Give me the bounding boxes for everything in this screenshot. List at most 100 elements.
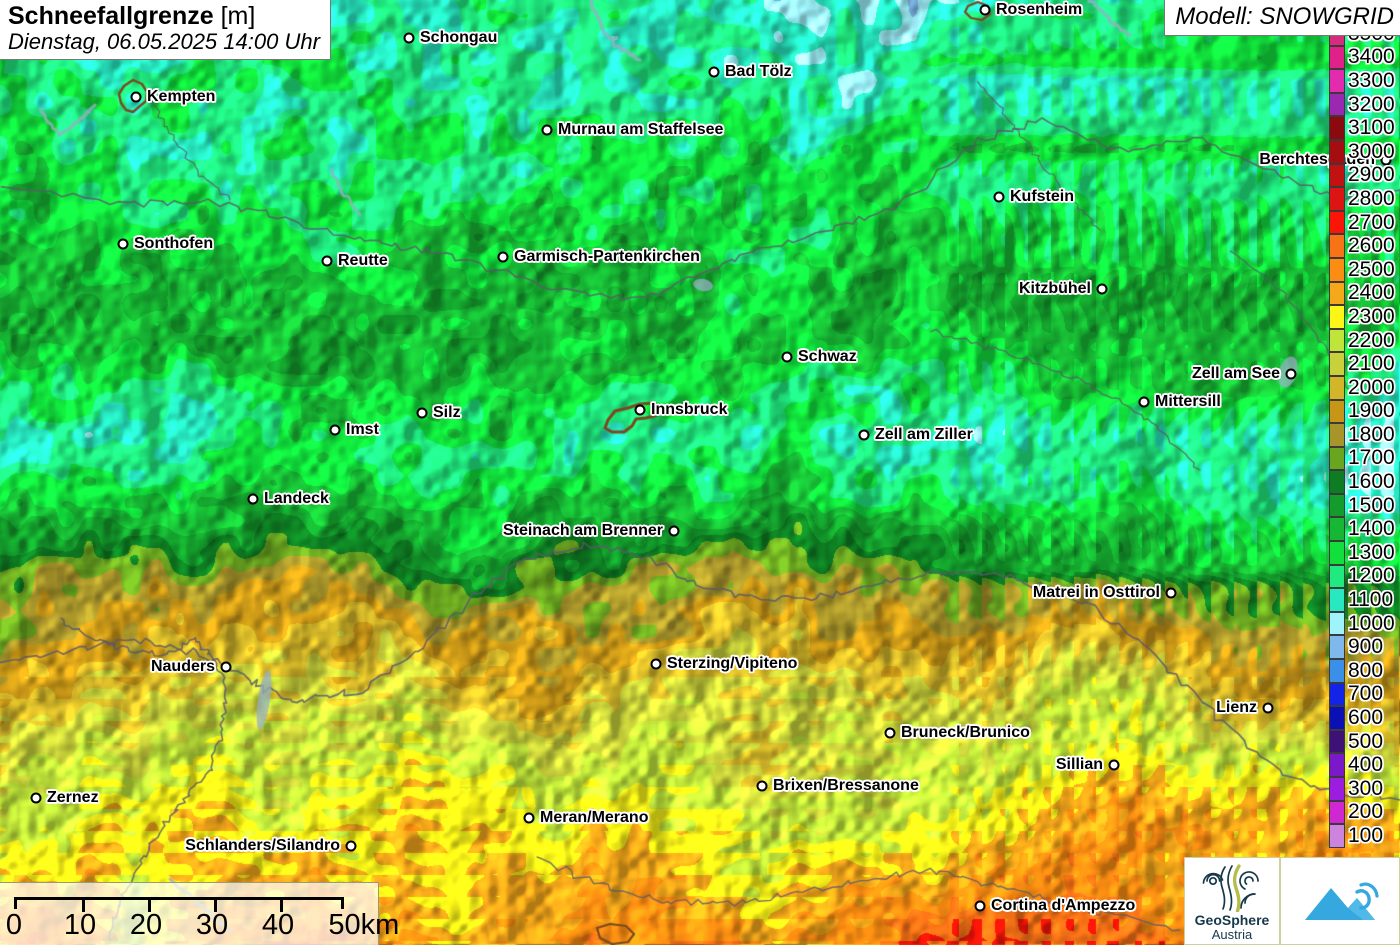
legend-entry[interactable]: 3100	[1329, 116, 1395, 140]
legend-entry[interactable]: 700	[1329, 682, 1383, 707]
map-title-box: Schneefallgrenze [m] Dienstag, 06.05.202…	[0, 0, 331, 60]
scale-tick	[279, 900, 283, 912]
legend-entry[interactable]: 500	[1329, 729, 1383, 754]
legend-value-label: 2400	[1348, 281, 1395, 305]
city-label: Kufstein	[1010, 188, 1074, 205]
city-dot-icon	[1165, 587, 1177, 599]
legend-value-label: 1200	[1348, 564, 1395, 588]
city-dot-icon	[756, 780, 768, 792]
city-dot-icon	[1380, 154, 1392, 166]
legend-entry[interactable]: 2000	[1329, 375, 1395, 400]
city-dot-icon	[1262, 702, 1274, 714]
city-dot-icon	[884, 727, 896, 739]
legend-swatch	[1329, 281, 1345, 306]
city-dot-icon	[541, 124, 553, 136]
legend-value-label: 2000	[1348, 375, 1395, 399]
city-label: Bad Tölz	[725, 63, 792, 80]
legend-colorbar[interactable]: 3500340033003200310030002900280027002600…	[1329, 22, 1395, 848]
legend-swatch	[1329, 729, 1345, 754]
legend-entry[interactable]: 3200	[1329, 93, 1395, 117]
scale-label: 50km	[328, 909, 400, 941]
legend-value-label: 900	[1348, 635, 1384, 659]
scale-label: 20	[129, 909, 163, 941]
legend-entry[interactable]: 2300	[1329, 305, 1395, 329]
legend-entry[interactable]: 3300	[1329, 69, 1395, 93]
city-label: Schongau	[420, 29, 498, 46]
city-dot-icon	[668, 525, 680, 537]
legend-entry[interactable]: 1500	[1329, 494, 1395, 518]
legend-entry[interactable]: 2200	[1329, 329, 1395, 353]
city-label: Brixen/Bressanone	[773, 777, 919, 794]
city-label: Lienz	[1216, 699, 1257, 716]
city-label: Silz	[433, 404, 461, 421]
legend-entry[interactable]: 300	[1329, 777, 1383, 801]
legend-value-label: 1400	[1348, 517, 1395, 541]
legend-value-label: 2800	[1348, 186, 1395, 210]
city-dot-icon	[345, 840, 357, 852]
legend-entry[interactable]: 1400	[1329, 517, 1395, 542]
scale-bar: 0 10 20 30 40 50km	[0, 882, 399, 945]
city-dot-icon	[329, 424, 341, 436]
legend-entry[interactable]: 800	[1329, 659, 1383, 683]
scale-bar-labels: 0 10 20 30 40 50km	[0, 909, 399, 943]
legend-swatch	[1329, 588, 1345, 612]
legend-entry[interactable]: 1300	[1329, 541, 1395, 565]
legend-entry[interactable]: 1000	[1329, 612, 1395, 636]
model-box: Modell: SNOWGRID	[1164, 0, 1400, 36]
legend-entry[interactable]: 2500	[1329, 257, 1395, 282]
legend-entry[interactable]: 1800	[1329, 423, 1395, 447]
scale-label: 10	[63, 909, 97, 941]
city-label: Sterzing/Vipiteno	[667, 655, 798, 672]
legend-swatch	[1329, 375, 1345, 400]
city-dot-icon	[117, 238, 129, 250]
mountain-logo[interactable]	[1280, 857, 1400, 945]
legend-entry[interactable]: 600	[1329, 706, 1383, 730]
legend-value-label: 3100	[1348, 116, 1395, 140]
legend-entry[interactable]: 2700	[1329, 211, 1395, 235]
legend-entry[interactable]: 2800	[1329, 187, 1395, 211]
legend-entry[interactable]: 1600	[1329, 470, 1395, 494]
city-label: Kempten	[147, 88, 216, 105]
city-dot-icon	[1285, 368, 1297, 380]
legend-entry[interactable]: 400	[1329, 753, 1383, 777]
title-parameter: Schneefallgrenze	[8, 2, 214, 30]
legend-entry[interactable]: 1700	[1329, 446, 1395, 471]
legend-entry[interactable]: 1900	[1329, 399, 1395, 424]
city-dot-icon	[497, 251, 509, 263]
legend-swatch	[1329, 257, 1345, 282]
geosphere-logo[interactable]: GeoSphere Austria	[1184, 857, 1280, 945]
scale-tick	[213, 900, 217, 912]
legend-entry[interactable]: 2600	[1329, 234, 1395, 258]
legend-entry[interactable]: 2400	[1329, 281, 1395, 306]
legend-entry[interactable]: 100	[1329, 824, 1383, 848]
scale-label: 30	[195, 909, 229, 941]
legend-entry[interactable]: 200	[1329, 800, 1383, 825]
legend-value-label: 2700	[1348, 210, 1395, 234]
city-label: Rosenheim	[996, 1, 1083, 18]
mountain-icon	[1305, 882, 1379, 920]
city-dot-icon	[1138, 396, 1150, 408]
city-dot-icon	[321, 255, 333, 267]
legend-swatch	[1329, 659, 1345, 683]
legend-entry[interactable]: 3400	[1329, 45, 1395, 70]
legend-value-label: 300	[1348, 776, 1384, 800]
legend-value-label: 600	[1348, 706, 1384, 730]
legend-entry[interactable]: 2900	[1329, 163, 1395, 188]
scale-tick	[147, 900, 151, 912]
geosphere-contour-icon	[1202, 864, 1259, 913]
legend-swatch	[1329, 446, 1345, 471]
city-dot-icon	[993, 191, 1005, 203]
legend-entry[interactable]: 3000	[1329, 140, 1395, 164]
legend-entry[interactable]: 900	[1329, 635, 1383, 660]
city-label: Sillian	[1055, 756, 1103, 773]
title-unit: [m]	[220, 2, 256, 30]
scale-tick	[81, 900, 85, 912]
city-label: Reutte	[338, 252, 388, 269]
model-label: Modell: SNOWGRID	[1175, 3, 1394, 30]
legend-entry[interactable]: 1200	[1329, 564, 1395, 589]
legend-entry[interactable]: 1100	[1329, 588, 1393, 612]
legend-entry[interactable]: 2100	[1329, 352, 1395, 376]
city-dot-icon	[974, 900, 986, 912]
city-dot-icon	[979, 4, 991, 16]
